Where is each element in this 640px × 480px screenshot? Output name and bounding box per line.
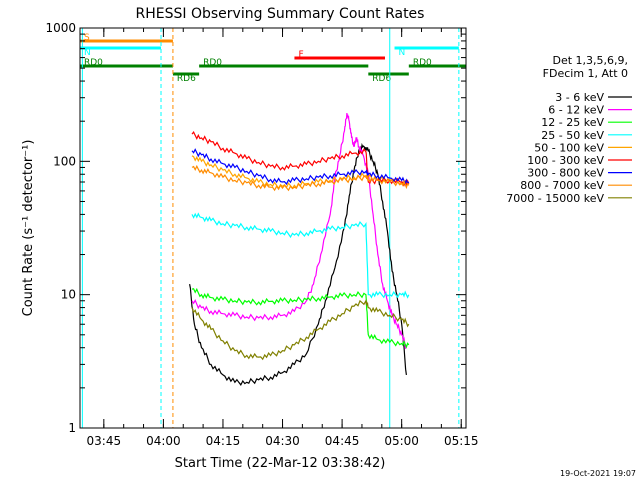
x-axis-ticks: 03:45 04:00 04:15 04:30 04:45 05:00 05:15 xyxy=(87,28,479,448)
legend-label: 300 - 800 keV xyxy=(527,167,604,180)
legend: Det 1,3,5,6,9,FDecim 1, Att 0 3 - 6 keV6 … xyxy=(506,54,632,205)
y-tick-label: 1000 xyxy=(45,21,76,35)
state-bar-label: RD0 xyxy=(413,58,432,68)
y-tick-label: 10 xyxy=(61,288,76,302)
state-bar-label: RD0 xyxy=(84,58,103,68)
series-line xyxy=(191,298,410,361)
legend-label: 25 - 50 keV xyxy=(541,129,604,142)
y-tick-label: 100 xyxy=(53,154,76,168)
x-tick-label: 04:30 xyxy=(265,434,300,448)
chart-title: RHESSI Observing Summary Count Rates xyxy=(136,6,425,22)
series-line xyxy=(191,130,410,187)
legend-label: 50 - 100 keV xyxy=(534,141,604,154)
legend-label: 12 - 25 keV xyxy=(541,116,604,129)
series-line xyxy=(191,148,410,186)
x-tick-label: 04:00 xyxy=(146,434,181,448)
legend-label: 100 - 300 keV xyxy=(527,154,604,167)
y-axis-ticks: 1 10 100 1000 xyxy=(45,21,466,435)
state-bar-label: RD6 xyxy=(177,74,196,84)
plot-frame xyxy=(79,27,467,429)
legend-header: FDecim 1, Att 0 xyxy=(543,67,628,80)
x-tick-label: 04:45 xyxy=(325,434,360,448)
series-lines xyxy=(189,113,410,387)
series-line xyxy=(191,164,410,192)
state-bar-label: N xyxy=(84,48,91,58)
state-bar-label: RD0 xyxy=(203,58,222,68)
series-line xyxy=(191,113,407,350)
series-line xyxy=(189,142,407,387)
state-bar-label: S xyxy=(84,33,90,43)
legend-header: Det 1,3,5,6,9, xyxy=(552,54,628,67)
series-line xyxy=(191,212,410,299)
legend-label: 7000 - 15000 keV xyxy=(506,192,604,205)
state-bar-label: F xyxy=(298,50,303,60)
plot-timestamp: 19-Oct-2021 19:07 xyxy=(560,469,636,478)
state-bar-label: RD6 xyxy=(372,74,391,84)
x-tick-label: 03:45 xyxy=(87,434,122,448)
y-axis-label: Count Rate (s⁻¹ detector⁻¹) xyxy=(21,140,36,317)
legend-label: 6 - 12 keV xyxy=(548,104,604,117)
vertical-markers xyxy=(81,28,460,428)
y-tick-label: 1 xyxy=(68,421,76,435)
legend-label: 800 - 7000 keV xyxy=(520,179,604,192)
legend-label: 3 - 6 keV xyxy=(555,91,604,104)
state-bar-label: N xyxy=(399,48,406,58)
x-tick-label: 05:15 xyxy=(444,434,479,448)
x-tick-label: 05:00 xyxy=(384,434,419,448)
x-axis-label: Start Time (22-Mar-12 03:38:42) xyxy=(175,456,386,471)
series-line xyxy=(191,287,410,349)
x-tick-label: 04:15 xyxy=(206,434,241,448)
